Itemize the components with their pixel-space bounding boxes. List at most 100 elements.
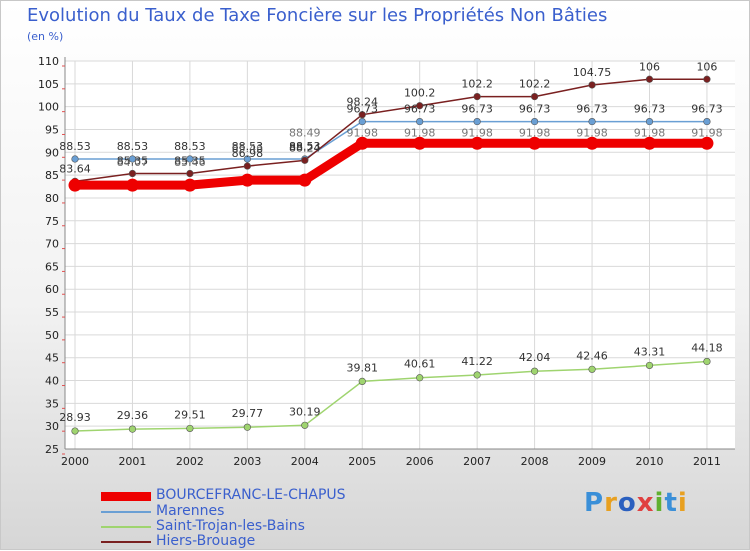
legend-swatch bbox=[101, 511, 151, 513]
data-point-1 bbox=[186, 155, 194, 163]
data-point-1 bbox=[530, 117, 539, 126]
y-tick-label: 110 bbox=[38, 55, 59, 68]
data-label-3: 102.2 bbox=[461, 78, 493, 91]
y-tick-label: 80 bbox=[45, 192, 59, 205]
data-point-1 bbox=[645, 117, 654, 126]
data-point-2 bbox=[301, 421, 309, 429]
data-label-1: 88.53 bbox=[117, 140, 149, 153]
data-point-0 bbox=[700, 136, 714, 150]
series-line-2 bbox=[74, 360, 708, 432]
data-point-2 bbox=[703, 357, 711, 366]
logo-letter: i bbox=[677, 488, 688, 518]
data-label-secondary: 88.49 bbox=[289, 126, 321, 139]
data-label-3: 104.75 bbox=[573, 66, 612, 79]
data-label-secondary: 91.98 bbox=[461, 126, 493, 139]
data-label-3: 100.2 bbox=[404, 87, 436, 100]
data-label-2: 41.22 bbox=[461, 355, 493, 368]
plot-area bbox=[65, 61, 735, 449]
y-tick-label: 30 bbox=[45, 420, 59, 433]
data-label-1: 88.53 bbox=[232, 140, 264, 153]
data-point-2 bbox=[416, 374, 424, 382]
data-point-3 bbox=[128, 169, 137, 178]
data-point-2 bbox=[128, 425, 137, 433]
data-point-2 bbox=[186, 424, 194, 433]
unit-label: (en %) bbox=[27, 30, 64, 43]
data-label-secondary: 85.46 bbox=[232, 142, 264, 155]
data-label-2: 42.04 bbox=[519, 351, 551, 364]
data-point-1 bbox=[358, 117, 366, 126]
data-label-1: 96.73 bbox=[461, 103, 493, 116]
data-point-0 bbox=[183, 178, 197, 192]
x-tick-label: 2009 bbox=[578, 455, 606, 468]
data-point-3 bbox=[416, 102, 424, 110]
data-point-0 bbox=[298, 173, 312, 187]
data-point-0 bbox=[528, 136, 542, 150]
data-point-0 bbox=[240, 173, 254, 187]
data-label-1: 88.53 bbox=[174, 140, 206, 153]
legend-label: Saint-Trojan-les-Bains bbox=[156, 518, 305, 534]
data-point-1 bbox=[243, 155, 251, 163]
data-point-1 bbox=[71, 155, 79, 163]
data-point-0 bbox=[470, 136, 484, 150]
data-label-3: 83.64 bbox=[59, 162, 91, 175]
data-label-secondary: 91.98 bbox=[576, 126, 608, 139]
logo-letter: i bbox=[654, 488, 665, 518]
legend-label: Hiers-Brouage bbox=[156, 533, 256, 549]
data-label-3: 86.98 bbox=[232, 147, 264, 160]
data-label-3: 102.2 bbox=[519, 78, 551, 91]
y-tick-label: 70 bbox=[45, 238, 59, 251]
y-tick-label: 75 bbox=[45, 215, 59, 228]
x-tick-label: 2008 bbox=[521, 455, 549, 468]
data-point-2 bbox=[473, 371, 481, 379]
y-tick-label: 60 bbox=[45, 283, 59, 296]
x-tick-label: 2003 bbox=[233, 455, 261, 468]
data-label-1: 96.73 bbox=[576, 103, 608, 116]
data-point-2 bbox=[530, 367, 539, 375]
data-point-1 bbox=[588, 117, 596, 126]
data-point-3 bbox=[358, 111, 366, 119]
y-tick-label: 45 bbox=[45, 352, 59, 365]
data-label-2: 44.18 bbox=[691, 341, 723, 354]
series-line-0 bbox=[75, 138, 707, 190]
x-tick-label: 2001 bbox=[118, 455, 146, 468]
y-tick-label: 40 bbox=[45, 375, 59, 388]
x-tick-label: 2007 bbox=[463, 455, 491, 468]
data-label-1: 96.73 bbox=[347, 103, 379, 116]
x-tick-label: 2005 bbox=[348, 455, 376, 468]
data-label-secondary: 91.98 bbox=[691, 126, 723, 139]
data-label-3: 106 bbox=[696, 60, 717, 73]
data-point-3 bbox=[243, 162, 251, 170]
data-point-2 bbox=[71, 427, 79, 435]
data-label-2: 29.51 bbox=[174, 408, 206, 421]
data-label-2: 39.81 bbox=[347, 361, 379, 374]
data-label-2: 29.77 bbox=[232, 407, 264, 420]
data-label-secondary: 91.98 bbox=[404, 126, 436, 139]
y-tick-label: 105 bbox=[38, 78, 59, 91]
y-tick-label: 35 bbox=[45, 397, 59, 410]
data-label-3: 85.35 bbox=[117, 155, 149, 168]
y-tick-label: 65 bbox=[45, 260, 59, 273]
data-point-1 bbox=[416, 117, 424, 126]
legend-swatch bbox=[101, 492, 151, 501]
logo-letter: x bbox=[636, 488, 655, 518]
data-point-0 bbox=[413, 136, 427, 150]
x-tick-label: 2010 bbox=[636, 455, 664, 468]
data-point-1 bbox=[128, 155, 137, 163]
data-point-3 bbox=[530, 93, 539, 101]
data-label-secondary: 84.07 bbox=[117, 156, 149, 169]
data-label-2: 43.31 bbox=[634, 345, 666, 358]
data-point-3 bbox=[186, 169, 194, 178]
data-point-0 bbox=[643, 136, 656, 150]
data-point-2 bbox=[358, 377, 366, 385]
chart-title: Evolution du Taux de Taxe Foncière sur l… bbox=[27, 5, 608, 26]
legend-label: BOURCEFRANC-LE-CHAPUS bbox=[156, 487, 346, 503]
data-point-3 bbox=[588, 81, 596, 89]
y-tick-label: 25 bbox=[45, 443, 59, 456]
data-label-1: 88.53 bbox=[289, 140, 321, 153]
logo-letter: t bbox=[664, 488, 678, 518]
y-tick-label: 100 bbox=[38, 101, 59, 114]
series-line-1 bbox=[75, 120, 707, 160]
legend-label: Marennes bbox=[156, 503, 225, 519]
legend-swatch bbox=[101, 541, 151, 543]
